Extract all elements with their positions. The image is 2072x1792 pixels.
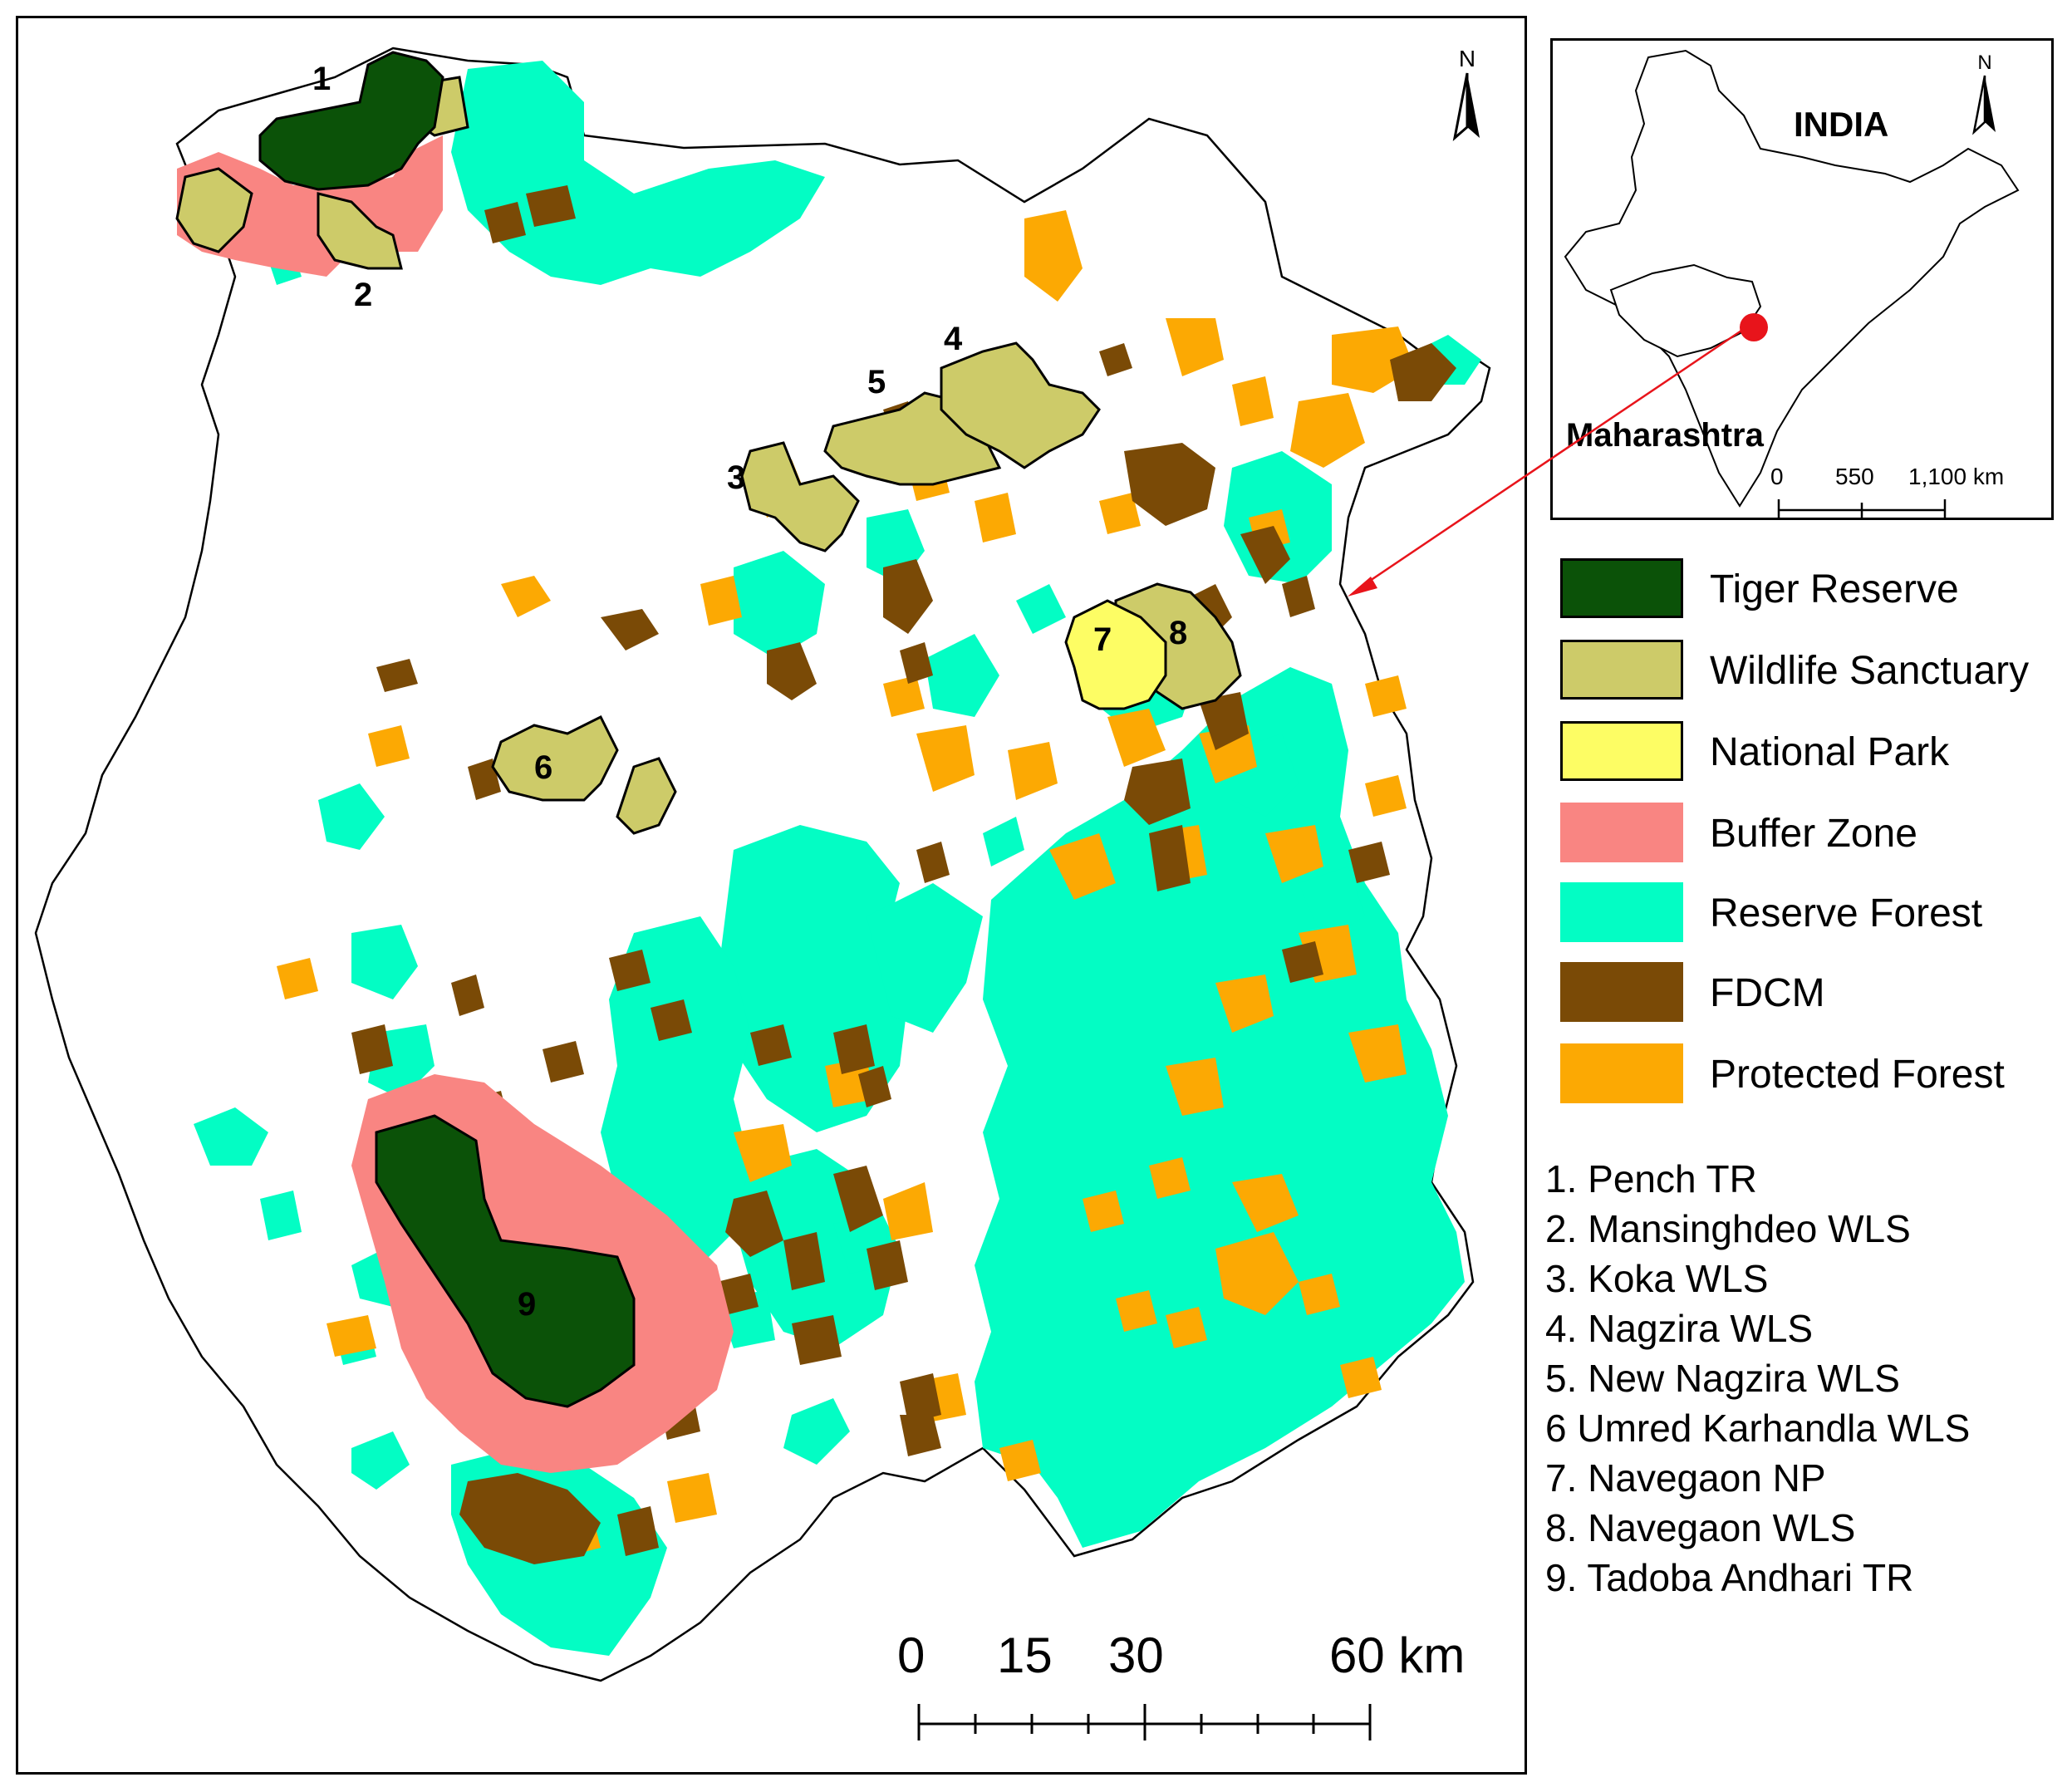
legend-item-wildlife-sanctuary: Wildlife Sanctuary [1560,640,2059,700]
list-item: 2. Mansinghdeo WLS [1545,1207,1911,1250]
legend-swatch [1560,721,1683,781]
legend-label: Reserve Forest [1710,891,1983,935]
legend-swatch [1560,640,1683,700]
india-inset: N INDIA Maharashtra 0 550 1,100 km [1564,49,2020,518]
legend-swatch [1560,962,1683,1022]
legend-label: Wildlife Sanctuary [1710,649,2030,693]
list-item: 1. Pench TR [1545,1157,1757,1200]
svg-text:N: N [1459,46,1475,71]
legend-swatch [1560,1043,1683,1103]
legend-label: Buffer Zone [1710,812,1917,856]
list-item: 4. Nagzira WLS [1545,1307,1814,1350]
list-item: 9. Tadoba Andhari TR [1545,1556,1914,1599]
inset-scale-bar [1777,499,1947,518]
area-label-3: 3 [727,459,745,496]
list-item: 5. New Nagzira WLS [1545,1357,1900,1400]
list-item: 7. Navegaon NP [1545,1456,1826,1500]
wildlife-sanctuary-koka [740,441,860,552]
legend-label: Protected Forest [1710,1053,2005,1097]
area-label-6: 6 [534,749,552,786]
india-outline [1564,49,2020,508]
wildlife-sanctuary-nagzira [940,341,1101,469]
legend-item-buffer-zone: Buffer Zone [1560,803,2059,862]
national-park-navegaon [1064,599,1167,710]
legend-label: National Park [1710,730,1950,774]
scale-bar [917,1704,1372,1740]
legend-item-national-park: National Park [1560,721,2059,781]
legend-label: FDCM [1710,971,1825,1015]
area-label-1: 1 [312,61,331,97]
scale-label-0: 0 [897,1628,926,1683]
wildlife-sanctuary-umred-karhandla [491,714,677,835]
forest-map: 1 2 3 4 5 6 7 8 9 N [34,46,1491,1740]
svg-text:N: N [1977,52,1991,74]
legend-item-protected-forest: Protected Forest [1560,1043,2059,1103]
state-label: Maharashtra [1566,417,1765,454]
study-area-marker [1740,313,1768,341]
legend-swatch [1560,882,1683,942]
legend-swatch [1560,803,1683,862]
area-label-7: 7 [1093,621,1112,658]
area-label-8: 8 [1169,615,1187,651]
legend-item-tiger-reserve: Tiger Reserve [1560,558,2059,618]
north-arrow-icon: N [1452,46,1480,141]
north-arrow-icon: N [1972,52,1996,135]
list-item: 6 Umred Karhandla WLS [1545,1407,1971,1450]
list-item: 3. Koka WLS [1545,1257,1769,1300]
inset-scale-0: 0 [1770,464,1784,489]
inset-map: N INDIA Maharashtra 0 550 1,100 km [1550,38,2054,520]
area-label-9: 9 [518,1286,536,1323]
scale-label-15: 15 [997,1628,1053,1683]
area-label-2: 2 [354,277,372,313]
legend-item-fdcm: FDCM [1560,962,2059,1022]
legend-item-reserve-forest: Reserve Forest [1560,882,2059,942]
map-frame: 1 2 3 4 5 6 7 8 9 N [16,16,1527,1775]
legend-label: Tiger Reserve [1710,567,1959,611]
inset-scale-550: 550 [1835,464,1874,489]
list-item: 8. Navegaon WLS [1545,1506,1856,1549]
country-label: INDIA [1794,105,1888,144]
scale-label-60: 60 km [1329,1628,1466,1683]
tiger-reserve-pench [258,51,444,191]
inset-scale-1100: 1,100 km [1908,464,2004,489]
scale-label-30: 30 [1108,1628,1164,1683]
area-label-5: 5 [867,364,886,400]
tiger-reserve-tadoba [375,1114,636,1408]
area-label-4: 4 [944,321,963,357]
legend-swatch [1560,558,1683,618]
